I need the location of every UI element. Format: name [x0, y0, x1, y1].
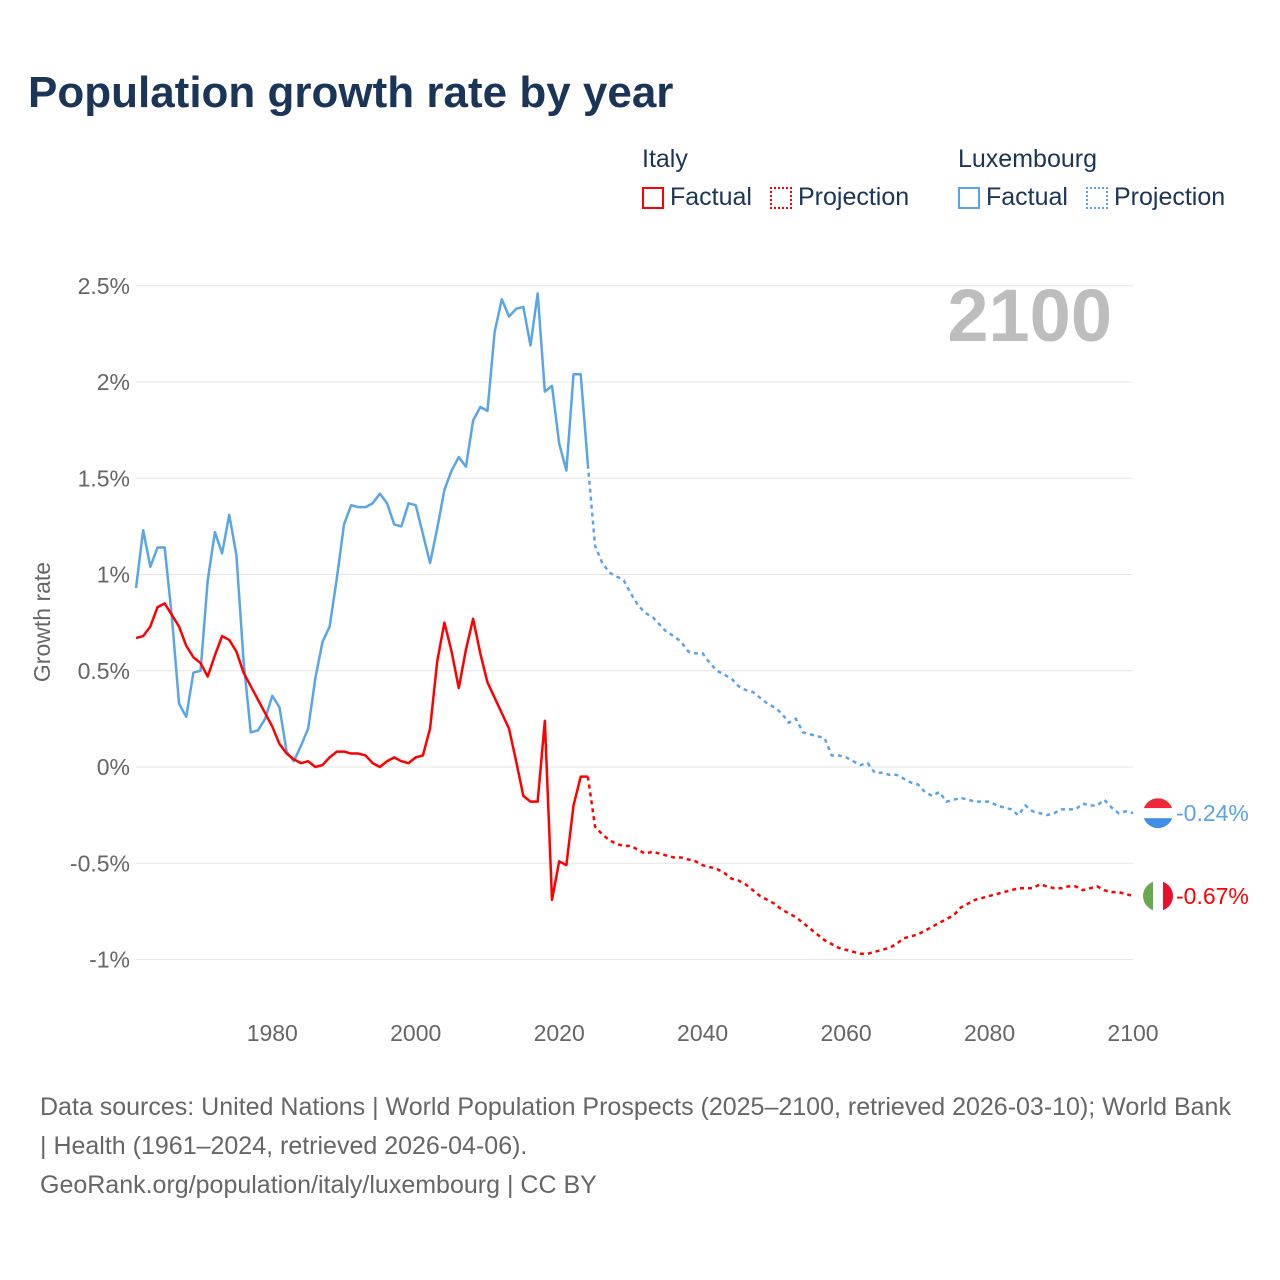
legend-country-name: Italy [642, 145, 688, 173]
y-axis-label: Growth rate [29, 562, 55, 682]
y-tick-label: 1% [97, 562, 130, 588]
legend-group-luxembourg: Luxembourg Factual Projection [958, 145, 1225, 212]
legend-label: Projection [1113, 183, 1226, 211]
legend-group-italy: Italy Factual Projection [642, 145, 909, 212]
legend-item-italy-factual[interactable]: Factual [642, 183, 752, 212]
line-italy-projection [586, 776, 1134, 955]
x-tick-label: 1980 [247, 1020, 298, 1046]
end-label-luxembourg: -0.24% [1176, 800, 1249, 826]
legend-swatch-solid [958, 186, 980, 209]
footer: Data sources: United Nations | World Pop… [40, 1088, 1240, 1205]
x-tick-label: 2080 [964, 1020, 1015, 1046]
y-tick-label: -0.5% [70, 850, 130, 876]
legend-country-name: Luxembourg [958, 145, 1097, 173]
flag-italy-icon [1143, 880, 1173, 911]
legend-label: Projection [797, 183, 910, 211]
year-watermark: 2100 [947, 274, 1112, 357]
chart-title: Population growth rate by year [28, 68, 674, 117]
legend-item-italy-projection[interactable]: Projection [769, 183, 910, 212]
legend-swatch-solid [642, 186, 664, 209]
data-sources: Data sources: United Nations | World Pop… [40, 1093, 1231, 1160]
y-tick-label: 2.5% [78, 273, 130, 299]
line-luxembourg-factual [134, 292, 590, 763]
legend-label: Factual [986, 183, 1068, 211]
y-tick-label: 1.5% [78, 465, 130, 491]
legend-swatch-dotted [1085, 186, 1108, 209]
line-italy-factual [135, 602, 588, 902]
x-tick-label: 2000 [390, 1020, 441, 1046]
legend-item-luxembourg-projection[interactable]: Projection [1085, 183, 1226, 212]
x-tick-label: 2020 [534, 1020, 585, 1046]
x-tick-label: 2060 [821, 1020, 872, 1046]
x-tick-label: 2040 [677, 1020, 728, 1046]
y-tick-label: 0% [97, 754, 130, 780]
end-label-italy: -0.67% [1176, 883, 1249, 909]
y-tick-label: 0.5% [78, 658, 130, 684]
credit-link[interactable]: GeoRank.org/population/italy/luxembourg … [40, 1171, 597, 1199]
legend-item-luxembourg-factual[interactable]: Factual [958, 183, 1068, 212]
flag-luxembourg-icon [1143, 798, 1173, 829]
legend-swatch-dotted [769, 186, 792, 209]
x-tick-label: 2100 [1107, 1020, 1158, 1046]
y-tick-label: -1% [89, 947, 130, 973]
line-luxembourg-projection [586, 464, 1134, 817]
legend-label: Factual [670, 183, 752, 211]
y-tick-label: 2% [97, 369, 130, 395]
